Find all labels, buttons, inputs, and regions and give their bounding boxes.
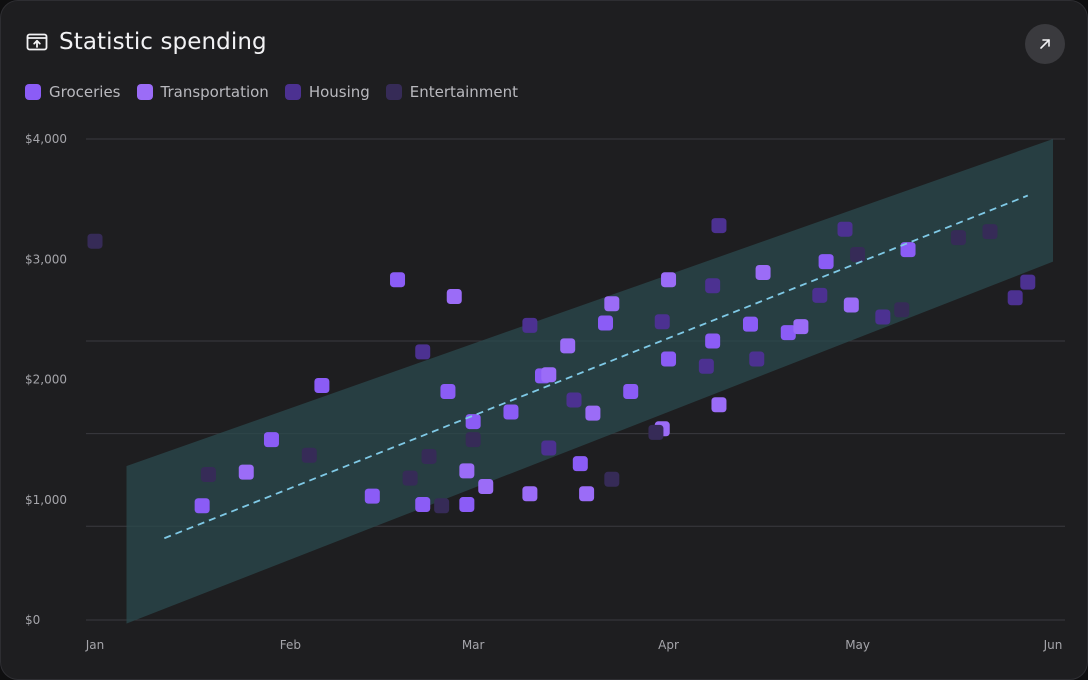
data-point-entertainment[interactable] (402, 470, 418, 486)
data-point-entertainment[interactable] (301, 447, 317, 463)
data-point-housing[interactable] (415, 344, 431, 360)
data-point-entertainment[interactable] (982, 224, 998, 240)
legend-swatch (25, 84, 41, 100)
data-point-housing[interactable] (541, 440, 557, 456)
data-point-transportation[interactable] (541, 367, 557, 383)
data-point-groceries[interactable] (440, 384, 456, 400)
y-tick-label: $2,000 (25, 373, 67, 387)
chart-legend: Groceries Transportation Housing Enterta… (25, 83, 518, 101)
data-point-transportation[interactable] (604, 296, 620, 312)
data-point-housing[interactable] (566, 392, 582, 408)
data-point-entertainment[interactable] (850, 246, 866, 262)
legend-item-housing[interactable]: Housing (284, 83, 370, 101)
data-point-housing[interactable] (711, 218, 727, 234)
wallet-upload-icon (25, 30, 49, 54)
data-point-housing[interactable] (1007, 290, 1023, 306)
data-point-groceries[interactable] (314, 378, 330, 394)
legend-label: Housing (308, 83, 370, 101)
page-title: Statistic spending (59, 29, 267, 55)
data-point-transportation[interactable] (755, 264, 771, 280)
x-tick-label: Jun (1043, 638, 1063, 652)
data-point-groceries[interactable] (818, 254, 834, 270)
data-point-housing[interactable] (654, 314, 670, 330)
data-point-transportation[interactable] (661, 272, 677, 288)
data-point-entertainment[interactable] (434, 498, 450, 514)
data-point-entertainment[interactable] (894, 302, 910, 318)
data-point-groceries[interactable] (623, 384, 639, 400)
y-tick-label: $0 (25, 613, 40, 627)
data-point-groceries[interactable] (572, 456, 588, 472)
card-header: Statistic spending (25, 29, 267, 55)
data-point-groceries[interactable] (194, 498, 210, 514)
y-tick-label: $1,000 (25, 493, 67, 507)
data-point-transportation[interactable] (459, 463, 475, 479)
legend-label: Groceries (49, 83, 121, 101)
legend-item-transportation[interactable]: Transportation (136, 83, 269, 101)
data-point-groceries[interactable] (459, 497, 475, 513)
legend-swatch (136, 84, 153, 100)
data-point-groceries[interactable] (742, 316, 758, 332)
legend-label: Transportation (160, 83, 269, 101)
data-point-housing[interactable] (812, 287, 828, 303)
y-tick-label: $4,000 (25, 132, 67, 146)
legend-swatch (284, 84, 301, 100)
data-point-housing[interactable] (875, 309, 891, 325)
x-tick-label: May (845, 638, 870, 652)
data-point-transportation[interactable] (522, 486, 538, 502)
data-point-housing[interactable] (837, 221, 853, 237)
data-point-housing[interactable] (705, 278, 721, 294)
points-layer (87, 218, 1036, 514)
data-point-housing[interactable] (698, 358, 714, 374)
data-point-housing[interactable] (1020, 274, 1036, 290)
x-tick-label: Mar (462, 638, 485, 652)
legend-item-groceries[interactable]: Groceries (25, 83, 121, 101)
axis-layer: $0 $1,000 $2,000 $3,000 $4,000 Jan Feb Mar Apr Ma… (25, 132, 1062, 652)
y-tick-label: $3,000 (25, 252, 67, 266)
x-tick-label: Feb (280, 638, 301, 652)
arrow-up-right-icon (1038, 37, 1052, 51)
data-point-transportation[interactable] (478, 479, 494, 495)
confidence-band (126, 139, 1053, 624)
band-layer (126, 139, 1053, 624)
data-point-groceries[interactable] (263, 432, 279, 448)
data-point-transportation[interactable] (446, 289, 462, 305)
data-point-groceries[interactable] (390, 272, 406, 288)
x-tick-label: Jan (85, 638, 105, 652)
data-point-entertainment[interactable] (87, 233, 103, 249)
x-tick-label: Apr (658, 638, 679, 652)
data-point-transportation[interactable] (579, 486, 595, 502)
data-point-entertainment[interactable] (950, 230, 966, 246)
data-point-transportation[interactable] (711, 397, 727, 413)
data-point-housing[interactable] (749, 351, 765, 367)
data-point-transportation[interactable] (793, 319, 809, 335)
data-point-entertainment[interactable] (421, 448, 437, 464)
legend-label: Entertainment (409, 83, 519, 101)
data-point-groceries[interactable] (415, 497, 431, 513)
data-point-entertainment[interactable] (648, 424, 664, 440)
legend-swatch (385, 84, 402, 100)
data-point-groceries[interactable] (465, 414, 481, 430)
trend-line (163, 194, 1029, 540)
data-point-groceries[interactable] (900, 242, 916, 258)
data-point-transportation[interactable] (560, 338, 576, 354)
data-point-groceries[interactable] (503, 404, 519, 420)
data-point-groceries[interactable] (661, 351, 677, 367)
data-point-groceries[interactable] (705, 333, 721, 349)
data-point-housing[interactable] (522, 317, 538, 333)
legend-item-entertainment[interactable]: Entertainment (385, 83, 519, 101)
expand-button[interactable] (1025, 24, 1065, 64)
data-point-transportation[interactable] (585, 405, 601, 421)
data-point-groceries[interactable] (780, 325, 796, 341)
data-point-transportation[interactable] (238, 464, 254, 480)
data-point-groceries[interactable] (598, 315, 614, 331)
data-point-entertainment[interactable] (200, 466, 216, 482)
data-point-groceries[interactable] (364, 488, 380, 504)
data-point-entertainment[interactable] (604, 471, 620, 487)
trend-layer (163, 194, 1029, 540)
data-point-transportation[interactable] (843, 297, 859, 313)
data-point-entertainment[interactable] (465, 432, 481, 448)
